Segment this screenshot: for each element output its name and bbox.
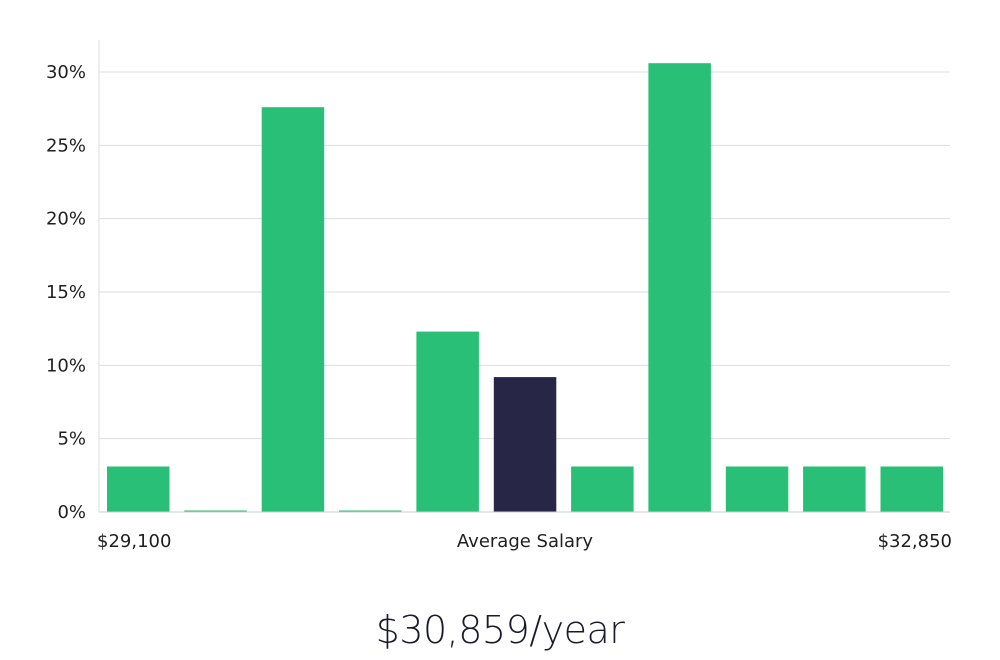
bar bbox=[107, 466, 170, 512]
x-min-label: $29,100 bbox=[97, 531, 171, 552]
y-axis-ticks: 0% 5% 10% 15% 20% 25% 30% bbox=[46, 62, 86, 523]
bar bbox=[339, 510, 402, 512]
bars bbox=[107, 63, 943, 512]
average-salary-value: $30,859/year bbox=[375, 608, 625, 652]
bar bbox=[648, 63, 711, 512]
bar bbox=[261, 107, 325, 512]
bar bbox=[725, 466, 789, 512]
x-axis-title: Average Salary bbox=[457, 531, 594, 552]
y-tick-label: 15% bbox=[46, 282, 86, 303]
gridlines bbox=[99, 71, 950, 440]
y-tick-label: 5% bbox=[57, 429, 86, 450]
bar bbox=[803, 466, 866, 512]
bar-highlighted bbox=[493, 377, 557, 512]
y-tick-label: 20% bbox=[46, 209, 86, 230]
y-tick-label: 30% bbox=[46, 62, 86, 83]
salary-histogram: 0% 5% 10% 15% 20% 25% 30% $29,100 Average Sala… bbox=[46, 40, 952, 552]
bar bbox=[184, 510, 247, 512]
bar bbox=[416, 331, 479, 512]
x-max-label: $32,850 bbox=[878, 531, 952, 552]
y-tick-label: 0% bbox=[57, 502, 86, 523]
bar bbox=[571, 466, 634, 512]
y-tick-label: 10% bbox=[46, 355, 86, 376]
bar bbox=[880, 466, 943, 512]
y-tick-label: 25% bbox=[46, 135, 86, 156]
